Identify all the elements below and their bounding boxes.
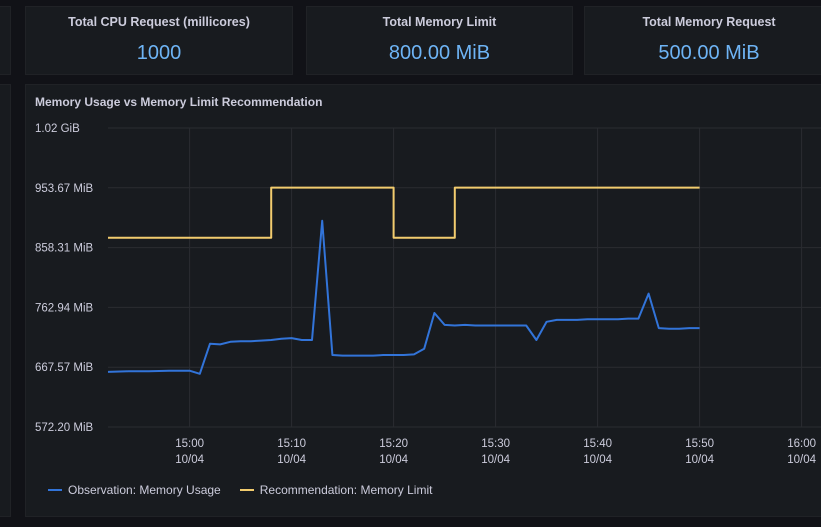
y-tick-label: 762.94 MiB — [35, 302, 94, 314]
stat-title: Total Memory Request — [642, 15, 776, 29]
x-tick-date: 10/04 — [685, 454, 714, 466]
panel-partial — [0, 84, 11, 517]
x-tick-date: 10/04 — [481, 454, 510, 466]
stat-value: 500.00 MiB — [658, 42, 760, 64]
x-tick-label: 15:50 — [685, 438, 714, 450]
x-tick-date: 10/04 — [787, 454, 816, 466]
memory-chart-panel[interactable]: Memory Usage vs Memory Limit Recommendat… — [25, 84, 821, 517]
stat-title: Total Memory Limit — [382, 15, 497, 29]
chart-svg[interactable]: 572.20 MiB 667.57 MiB 762.94 MiB 858.31 MiB… — [26, 85, 821, 516]
x-tick-date: 10/04 — [583, 454, 612, 466]
stat-title: Total CPU Request (millicores) — [68, 15, 250, 29]
stat-panel-partial — [0, 6, 11, 75]
x-tick-label: 15:20 — [379, 438, 408, 450]
stat-panel-memory-limit[interactable]: Total Memory Limit 800.00 MiB — [306, 6, 573, 75]
legend-swatch — [239, 489, 254, 491]
y-tick-label: 572.20 MiB — [35, 422, 94, 434]
x-tick-label: 15:10 — [277, 438, 306, 450]
stat-panel-cpu-request[interactable]: Total CPU Request (millicores) 1000 — [25, 6, 293, 75]
stat-panel-memory-request[interactable]: Total Memory Request 500.00 MiB — [584, 6, 821, 75]
x-tick-date: 10/04 — [379, 454, 408, 466]
observation-memory-usage-line — [107, 219, 700, 375]
x-tick-label: 15:00 — [175, 438, 204, 450]
x-tick-date: 10/04 — [277, 454, 306, 466]
x-tick-label: 15:30 — [481, 438, 510, 450]
chart-legend: Observation: Memory Usage Recommendation… — [48, 483, 451, 497]
stat-value: 800.00 MiB — [388, 42, 491, 64]
legend-item-recommendation[interactable]: Recommendation: Memory Limit — [239, 483, 433, 497]
y-tick-label: 667.57 MiB — [35, 362, 94, 374]
legend-label: Recommendation: Memory Limit — [259, 483, 433, 497]
y-tick-label: 953.67 MiB — [35, 183, 94, 195]
x-tick-label: 16:00 — [787, 438, 816, 450]
legend-item-observation[interactable]: Observation: Memory Usage — [48, 483, 221, 497]
panel-title: Memory Usage vs Memory Limit Recommendat… — [35, 95, 323, 109]
recommendation-memory-limit-line — [108, 186, 700, 239]
x-tick-date: 10/04 — [175, 454, 204, 466]
x-tick-label: 15:40 — [583, 438, 612, 450]
y-tick-label: 1.02 GiB — [35, 123, 80, 135]
y-tick-label: 858.31 MiB — [35, 243, 94, 255]
legend-label: Observation: Memory Usage — [68, 483, 221, 497]
legend-swatch — [48, 489, 62, 491]
stat-value: 1000 — [136, 42, 182, 64]
